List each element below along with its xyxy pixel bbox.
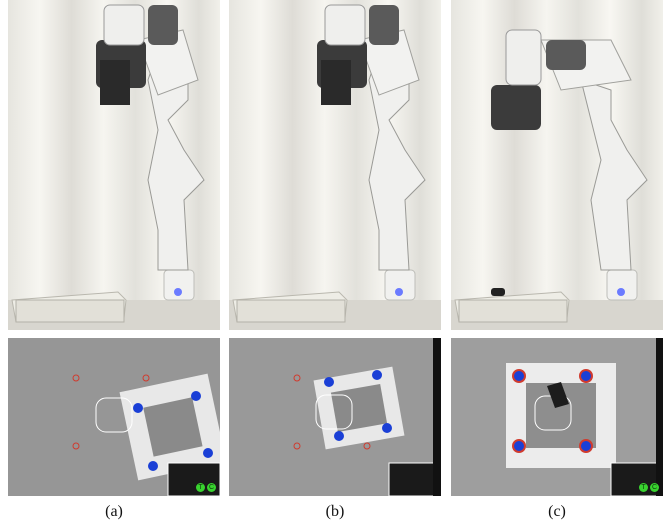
camera-view-b bbox=[229, 338, 441, 496]
robot-photo-b bbox=[229, 0, 441, 330]
robot-photo-c bbox=[451, 0, 663, 330]
indicator-group: T C bbox=[196, 483, 216, 492]
indicator-c: C bbox=[650, 483, 659, 492]
indicator-group: T C bbox=[639, 483, 659, 492]
indicator-t: T bbox=[196, 483, 205, 492]
indicator-c: C bbox=[207, 483, 216, 492]
panel-caption-c: (c) bbox=[548, 503, 566, 520]
robot-photo-a bbox=[8, 0, 220, 330]
panel-caption-a: (a) bbox=[105, 503, 123, 520]
indicator-t: T bbox=[639, 483, 648, 492]
camera-view-c: T C bbox=[451, 338, 663, 496]
camera-view-a: T C bbox=[8, 338, 220, 496]
panel-caption-b: (b) bbox=[325, 503, 345, 520]
